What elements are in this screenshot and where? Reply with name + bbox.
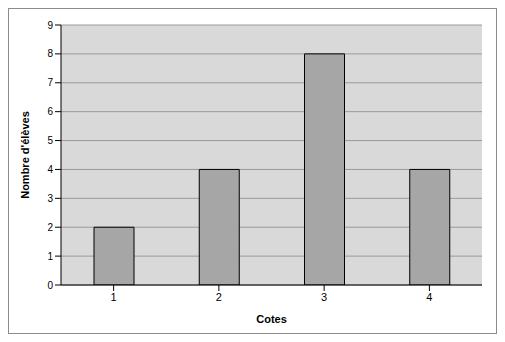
svg-text:1: 1 xyxy=(111,291,117,303)
svg-text:4: 4 xyxy=(47,164,53,175)
svg-text:9: 9 xyxy=(47,20,53,31)
svg-text:2: 2 xyxy=(216,291,222,303)
svg-text:1: 1 xyxy=(47,251,53,262)
svg-text:5: 5 xyxy=(47,135,53,146)
svg-text:6: 6 xyxy=(47,106,53,117)
svg-text:8: 8 xyxy=(47,48,53,59)
svg-text:7: 7 xyxy=(47,77,53,88)
svg-text:4: 4 xyxy=(426,291,432,303)
svg-text:2: 2 xyxy=(47,222,53,233)
svg-text:3: 3 xyxy=(321,291,327,303)
svg-text:Cotes: Cotes xyxy=(256,313,287,325)
svg-text:3: 3 xyxy=(47,193,53,204)
svg-text:Nombre d'élèves: Nombre d'élèves xyxy=(19,111,31,199)
svg-text:0: 0 xyxy=(47,280,53,291)
